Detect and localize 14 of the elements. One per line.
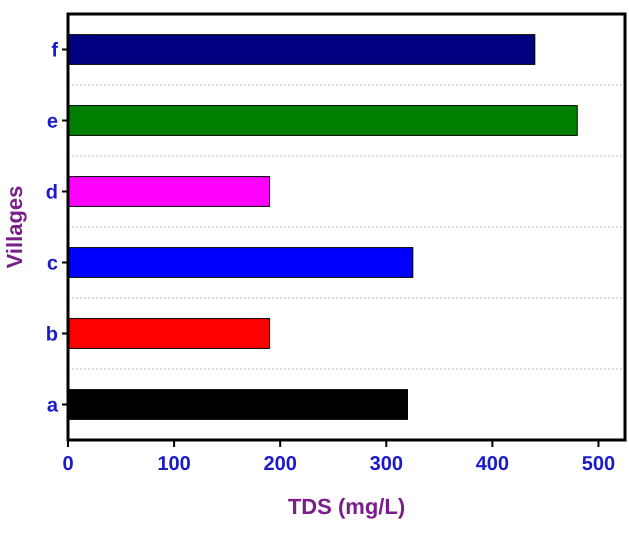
y-tick-label: a [46, 394, 59, 416]
x-tick-label: 0 [62, 453, 74, 475]
x-tick-label: 200 [264, 453, 297, 475]
y-axis-title: Villages [2, 186, 27, 268]
x-tick-label: 100 [157, 453, 191, 475]
y-tick-label: b [46, 324, 58, 346]
x-tick-label: 500 [582, 453, 616, 475]
x-axis-title: TDS (mg/L) [288, 494, 406, 519]
y-tick-label: c [46, 252, 58, 274]
y-tick-label: f [51, 40, 58, 62]
x-tick-label: 400 [476, 453, 510, 475]
y-tick-label: d [46, 182, 58, 204]
y-tick-label: e [46, 110, 58, 132]
x-tick-label: 300 [370, 453, 403, 475]
